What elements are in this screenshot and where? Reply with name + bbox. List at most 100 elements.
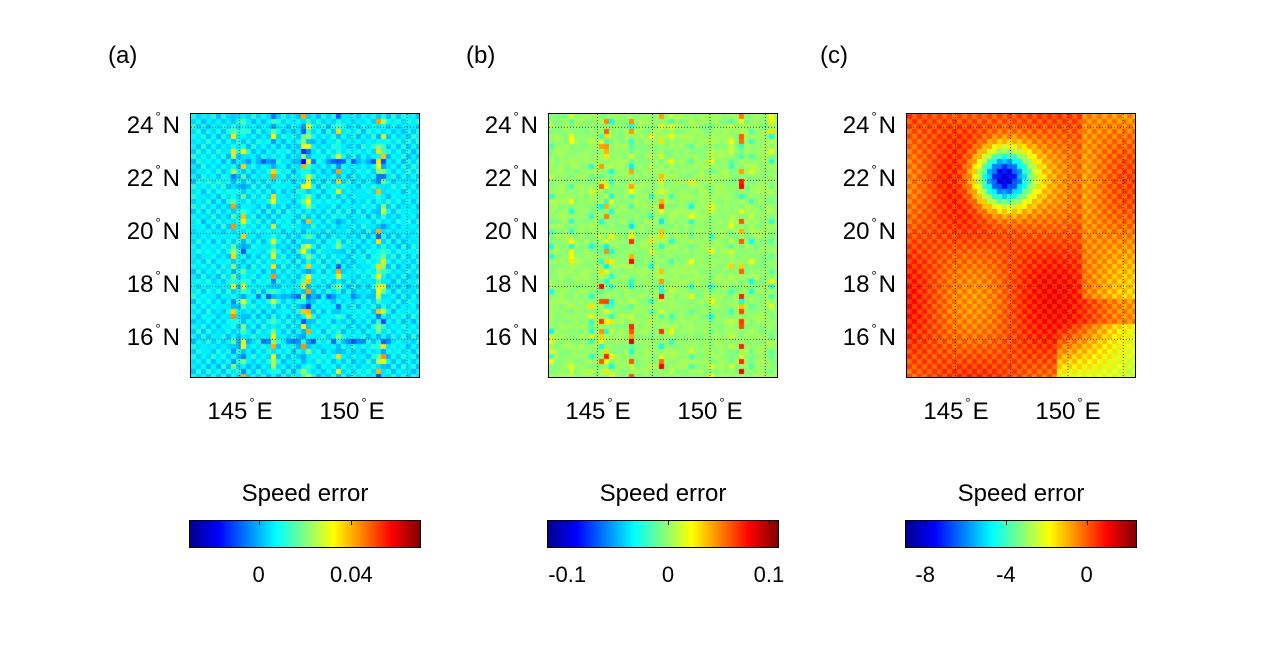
map-panel bbox=[906, 113, 1136, 378]
degree-symbol: ° bbox=[871, 215, 877, 231]
lat-tick-label: 18 °N bbox=[446, 268, 538, 299]
lat-value: 20 bbox=[842, 218, 870, 246]
degree-symbol: ° bbox=[513, 162, 519, 178]
lon-tick-label: 150 °E bbox=[1013, 395, 1123, 426]
lat-suffix: N bbox=[520, 165, 538, 193]
lat-tick-label: 18 °N bbox=[804, 268, 896, 299]
colorbar-tick-label: -4 bbox=[996, 562, 1016, 587]
lat-tick-label: 16 °N bbox=[804, 321, 896, 352]
colorbar bbox=[189, 520, 421, 548]
lat-value: 16 bbox=[842, 324, 870, 352]
degree-symbol: ° bbox=[249, 395, 255, 410]
lon-tick-label: 150 °E bbox=[655, 395, 765, 426]
degree-symbol: ° bbox=[871, 321, 877, 337]
colorbar-title: Speed error bbox=[599, 480, 727, 507]
lon-suffix: E bbox=[614, 398, 631, 425]
lon-value: 145 bbox=[923, 398, 964, 425]
lon-tick-label: 145 °E bbox=[185, 395, 295, 426]
map-panel bbox=[548, 113, 778, 378]
lat-tick-label: 24 °N bbox=[88, 109, 180, 140]
lat-value: 18 bbox=[842, 271, 870, 299]
lat-suffix: N bbox=[162, 271, 180, 299]
lat-value: 18 bbox=[484, 271, 512, 299]
lon-tick-label: 145 °E bbox=[901, 395, 1011, 426]
lat-suffix: N bbox=[520, 112, 538, 140]
degree-symbol: ° bbox=[513, 321, 519, 337]
colorbar-tickmark bbox=[567, 520, 569, 525]
degree-symbol: ° bbox=[513, 215, 519, 231]
degree-symbol: ° bbox=[965, 395, 971, 410]
lat-suffix: N bbox=[878, 165, 896, 193]
lat-value: 22 bbox=[842, 165, 870, 193]
panel-label: (b) bbox=[466, 42, 496, 69]
degree-symbol: ° bbox=[155, 321, 161, 337]
colorbar-tickmark bbox=[1005, 520, 1007, 525]
lat-suffix: N bbox=[162, 165, 180, 193]
lat-value: 16 bbox=[126, 324, 154, 352]
degree-symbol: ° bbox=[871, 109, 877, 125]
colorbar bbox=[547, 520, 779, 548]
colorbar-title: Speed error bbox=[957, 480, 1085, 507]
colorbar-tickmark bbox=[351, 520, 353, 525]
degree-symbol: ° bbox=[607, 395, 613, 410]
lat-value: 18 bbox=[126, 271, 154, 299]
colorbar-tickmark bbox=[1086, 520, 1088, 525]
colorbar-tick-label: 0 bbox=[661, 562, 675, 587]
map-gridlines bbox=[549, 114, 777, 377]
degree-symbol: ° bbox=[155, 162, 161, 178]
colorbar-tick-label: -8 bbox=[915, 562, 935, 587]
colorbar-tickmark bbox=[258, 520, 260, 525]
degree-symbol: ° bbox=[155, 215, 161, 231]
colorbar bbox=[905, 520, 1137, 548]
lat-suffix: N bbox=[520, 271, 538, 299]
lon-value: 150 bbox=[319, 398, 360, 425]
lat-value: 20 bbox=[126, 218, 154, 246]
map-gridlines bbox=[191, 114, 419, 377]
degree-symbol: ° bbox=[155, 268, 161, 284]
degree-symbol: ° bbox=[155, 109, 161, 125]
lat-value: 20 bbox=[484, 218, 512, 246]
degree-symbol: ° bbox=[513, 268, 519, 284]
lat-value: 24 bbox=[126, 112, 154, 140]
lat-tick-label: 18 °N bbox=[88, 268, 180, 299]
lat-tick-label: 20 °N bbox=[446, 215, 538, 246]
lat-suffix: N bbox=[878, 324, 896, 352]
lon-suffix: E bbox=[972, 398, 989, 425]
heatmap-field bbox=[191, 114, 419, 377]
lon-value: 145 bbox=[565, 398, 606, 425]
colorbar-tick-label: 0.04 bbox=[329, 562, 373, 587]
lat-value: 24 bbox=[484, 112, 512, 140]
degree-symbol: ° bbox=[361, 395, 367, 410]
lon-suffix: E bbox=[256, 398, 273, 425]
colorbar-tickmark bbox=[925, 520, 927, 525]
colorbar-tick-label: 0 bbox=[1080, 562, 1093, 587]
degree-symbol: ° bbox=[1077, 395, 1083, 410]
heatmap-field bbox=[549, 114, 777, 377]
lat-tick-label: 22 °N bbox=[804, 162, 896, 193]
colorbar-title: Speed error bbox=[241, 480, 369, 507]
lat-suffix: N bbox=[878, 218, 896, 246]
lat-value: 22 bbox=[126, 165, 154, 193]
lat-tick-label: 20 °N bbox=[804, 215, 896, 246]
lon-value: 145 bbox=[207, 398, 248, 425]
lon-suffix: E bbox=[726, 398, 743, 425]
lat-value: 16 bbox=[484, 324, 512, 352]
lat-value: 24 bbox=[842, 112, 870, 140]
lon-value: 150 bbox=[1035, 398, 1076, 425]
lat-suffix: N bbox=[520, 324, 538, 352]
degree-symbol: ° bbox=[513, 109, 519, 125]
degree-symbol: ° bbox=[871, 268, 877, 284]
map-gridlines bbox=[907, 114, 1135, 377]
heatmap-field bbox=[907, 114, 1135, 377]
panel-label: (c) bbox=[820, 42, 848, 69]
lat-suffix: N bbox=[520, 218, 538, 246]
lat-suffix: N bbox=[878, 112, 896, 140]
lat-tick-label: 20 °N bbox=[88, 215, 180, 246]
lon-suffix: E bbox=[368, 398, 385, 425]
lat-tick-label: 24 °N bbox=[804, 109, 896, 140]
colorbar-tickmark bbox=[768, 520, 770, 525]
map-panel bbox=[190, 113, 420, 378]
degree-symbol: ° bbox=[719, 395, 725, 410]
colorbar-tick-label: -0.1 bbox=[548, 562, 587, 587]
lat-value: 22 bbox=[484, 165, 512, 193]
